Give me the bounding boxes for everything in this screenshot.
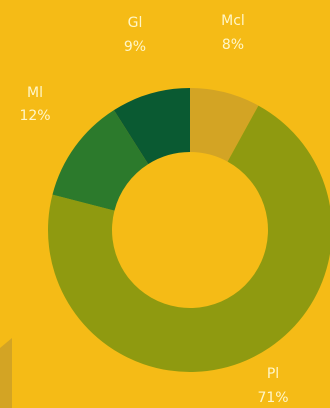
segment-value-mcl: 8% — [222, 37, 244, 53]
segment-labels: Mcl 8% Pl 71% Ml 12% Gl 9% — [19, 13, 288, 406]
segment-value-pl: 71% — [257, 390, 288, 406]
donut-slices — [48, 88, 330, 372]
slice-ml — [52, 110, 149, 211]
segment-label-ml: Ml — [27, 85, 43, 101]
segment-value-ml: 12% — [19, 108, 50, 124]
segment-label-gl: Gl — [128, 15, 143, 31]
segment-value-gl: 9% — [124, 39, 146, 55]
slice-gl — [113, 88, 190, 165]
segment-label-mcl: Mcl — [221, 13, 245, 29]
slice-pl — [48, 105, 330, 372]
corner-decoration — [0, 338, 12, 408]
segment-label-pl: Pl — [267, 366, 279, 382]
slice-mcl — [190, 88, 259, 162]
